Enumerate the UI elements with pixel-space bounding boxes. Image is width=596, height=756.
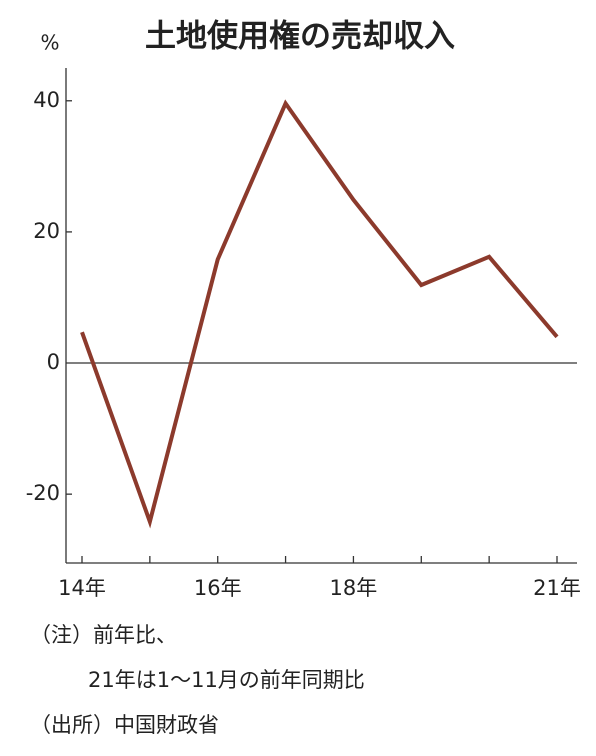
y-tick-label: -20 <box>26 481 60 505</box>
line <box>80 99 559 529</box>
x-tick-label: 21年 <box>533 576 581 600</box>
x-tick-label: 16年 <box>194 576 242 600</box>
y-tick-label: 40 <box>33 88 60 112</box>
note: （注）前年比、 <box>30 623 177 647</box>
y-tick-label: 20 <box>33 219 60 243</box>
chart-title: 土地使用権の売却収入 <box>145 19 455 55</box>
note: 21年は1～11月の前年同期比 <box>88 668 365 692</box>
x-tick-label: 14年 <box>58 576 106 600</box>
note: （出所）中国財政省 <box>30 713 219 737</box>
y-unit: % <box>40 31 59 55</box>
x-tick-label: 18年 <box>330 576 378 600</box>
y-tick-label: 0 <box>47 350 60 374</box>
